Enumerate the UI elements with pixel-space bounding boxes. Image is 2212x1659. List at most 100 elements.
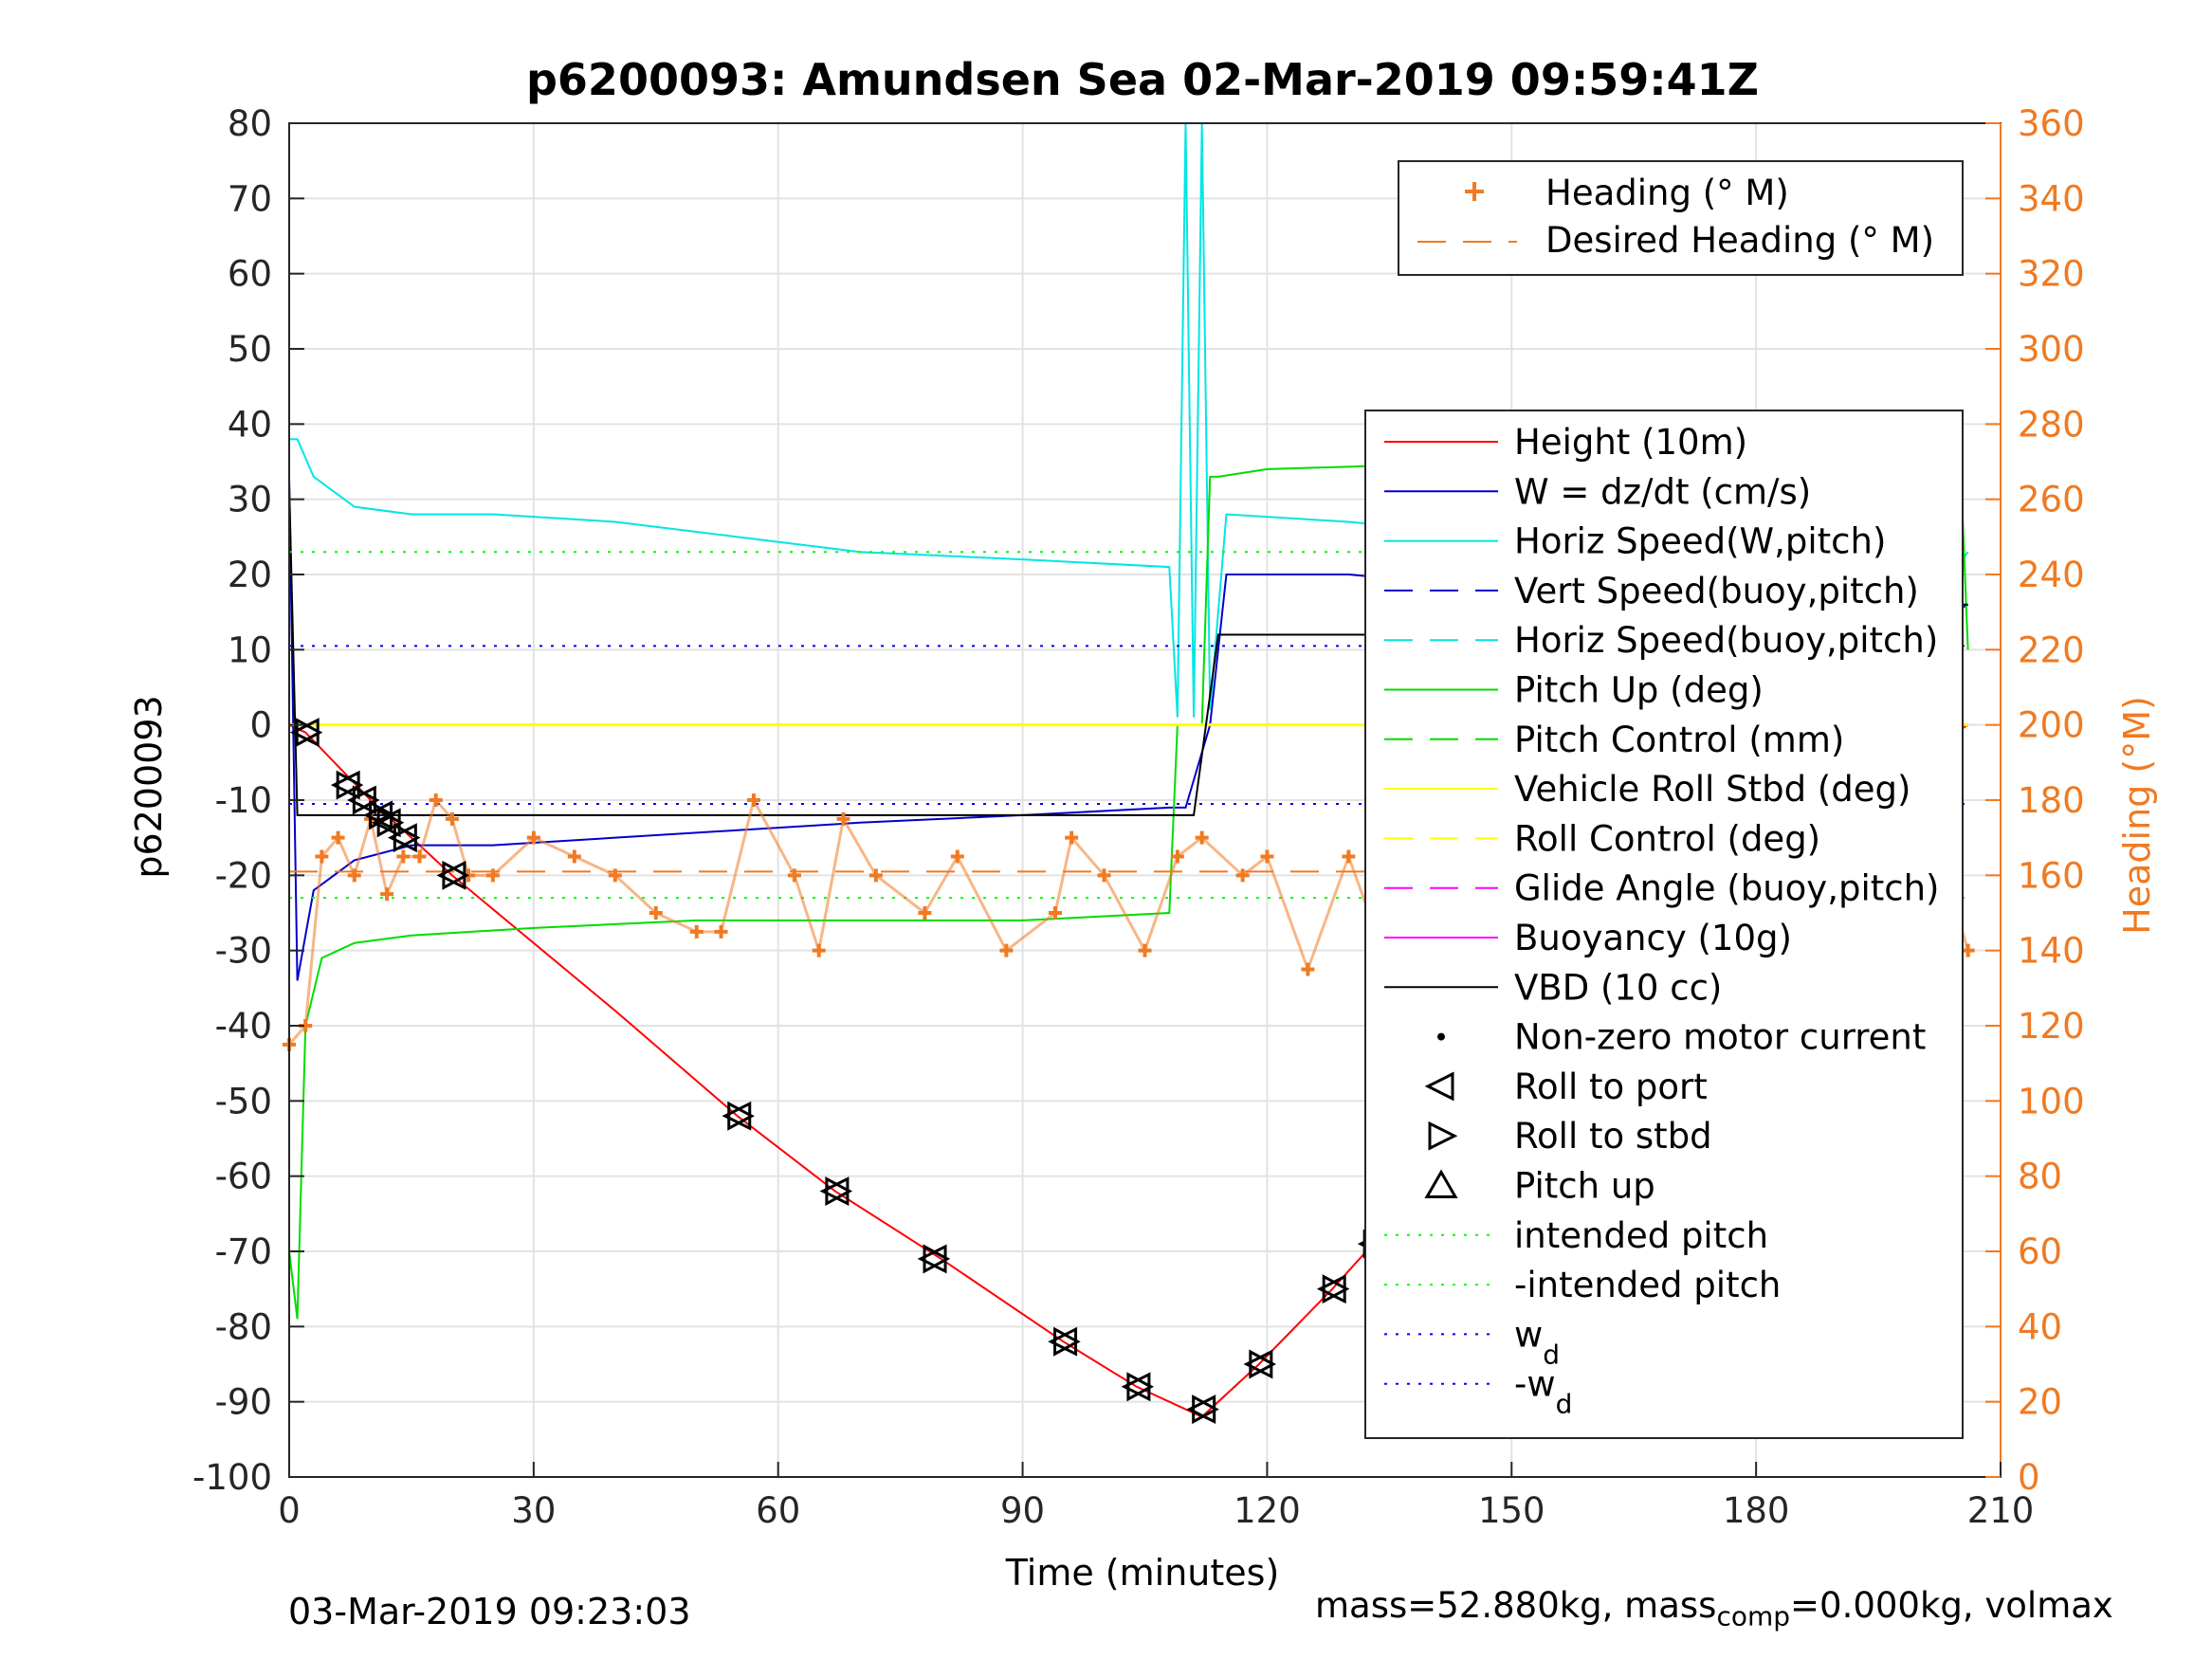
y-tick-label: -80 [215, 1306, 272, 1347]
y-tick-label: 40 [228, 404, 272, 445]
roll-to-stbd-marker [442, 860, 470, 890]
y2-axis-label: Heading (°M) [2116, 696, 2158, 935]
y-tick-label: 30 [228, 480, 272, 520]
chart-title: p6200093: Amundsen Sea 02-Mar-2019 09:59… [526, 54, 1759, 105]
legend-main-label: Roll to port [1514, 1066, 1708, 1107]
y-tick-label: 70 [228, 178, 272, 219]
legend-wd-subscript: d [1556, 1389, 1573, 1420]
x-tick-label: 150 [1478, 1490, 1545, 1531]
legend-heading-label: Heading (° M) [1545, 173, 1789, 213]
roll-to-stbd-marker [1322, 1274, 1350, 1304]
x-tick-label: 180 [1723, 1490, 1790, 1531]
y-tick-label: 80 [228, 103, 272, 144]
legend-main-label: W = dz/dt (cm/s) [1514, 471, 1811, 512]
y-tick-label: 10 [228, 629, 272, 670]
footer-mass-part1: mass=52.880kg, mass [1315, 1585, 1717, 1626]
y-tick-label: 60 [228, 254, 272, 295]
x-tick-label: 60 [756, 1490, 800, 1531]
y2-tick-label: 280 [2018, 404, 2085, 445]
legend-roll-stbd-symbol [1428, 1121, 1458, 1151]
y-tick-label: -40 [215, 1006, 272, 1047]
x-tick-label: 210 [1967, 1490, 2035, 1531]
legend-main-label: Horiz Speed(W,pitch) [1514, 521, 1886, 562]
legend-main-label: Height (10m) [1514, 422, 1747, 463]
footer-mass-part2: =0.000kg, volmax [1790, 1585, 2113, 1626]
legend-main-label: -intended pitch [1514, 1265, 1781, 1305]
y2-tick-label: 40 [2018, 1306, 2062, 1347]
roll-to-stbd-marker [369, 800, 396, 830]
y-tick-label: -20 [215, 855, 272, 896]
footer-mass-sub: comp [1716, 1600, 1791, 1632]
legend-pitch-up-symbol [1424, 1169, 1458, 1198]
legend-heading-box [1398, 160, 1964, 276]
legend-main-label: Buoyancy (10g) [1514, 918, 1792, 958]
legend-main-label: intended pitch [1514, 1215, 1768, 1256]
y2-tick-label: 340 [2018, 178, 2085, 219]
y2-tick-label: 260 [2018, 480, 2085, 520]
legend-main-label: Non-zero motor current [1514, 1017, 1926, 1058]
legend-roll-port-symbol [1424, 1071, 1454, 1102]
y2-tick-label: 0 [2018, 1457, 2040, 1498]
x-tick-label: 90 [1000, 1490, 1045, 1531]
x-tick-label: 30 [511, 1490, 556, 1531]
y2-tick-label: 320 [2018, 254, 2085, 295]
y2-tick-label: 160 [2018, 855, 2085, 896]
y-axis-label: p6200093 [128, 695, 170, 878]
y-tick-label: -70 [215, 1231, 272, 1272]
y-tick-label: -30 [215, 931, 272, 972]
legend-main-label: VBD (10 cc) [1514, 967, 1722, 1008]
x-axis-label: Time (minutes) [1005, 1552, 1280, 1594]
legend-main-label: Vehicle Roll Stbd (deg) [1514, 769, 1910, 810]
legend-heading-label: Desired Heading (° M) [1545, 220, 1934, 261]
y-tick-label: -60 [215, 1157, 272, 1197]
legend-main-label: Glide Angle (buoy,pitch) [1514, 868, 1939, 909]
legend-heading-plus [1465, 182, 1484, 201]
y2-tick-label: 80 [2018, 1157, 2062, 1197]
roll-to-stbd-marker [376, 808, 405, 838]
roll-to-stbd-marker [923, 1244, 951, 1274]
axes-layer: 0 30 60 90 120 150 180 21080706050403020100-10-… [192, 103, 2085, 1531]
roll-to-stbd-marker [1192, 1395, 1219, 1425]
y-tick-label: 0 [249, 705, 272, 746]
roll-to-stbd-marker [336, 770, 364, 800]
roll-to-stbd-marker [1249, 1349, 1276, 1379]
roll-to-stbd-marker [1053, 1326, 1081, 1357]
roll-to-stbd-marker [295, 718, 323, 748]
y2-tick-label: 220 [2018, 629, 2085, 670]
legend-main-box [1364, 410, 1964, 1439]
y2-tick-label: 240 [2018, 555, 2085, 595]
y-tick-label: 20 [228, 555, 272, 595]
footer-mass: mass=52.880kg, masscomp=0.000kg, volmax [1315, 1585, 2113, 1632]
y-tick-label: -90 [215, 1382, 272, 1423]
legend-main-label: Pitch Up (deg) [1514, 670, 1764, 711]
legend-main-label: Pitch Control (mm) [1514, 720, 1844, 760]
roll-to-stbd-marker [825, 1176, 853, 1207]
legend-main: Height (10m) W = dz/dt (cm/s) Horiz Speed(… [1364, 410, 1964, 1439]
y-tick-label: -100 [192, 1457, 272, 1498]
y2-tick-label: 100 [2018, 1081, 2085, 1121]
roll-to-stbd-marker [352, 785, 380, 815]
x-tick-label: 120 [1234, 1490, 1301, 1531]
legend-heading: Heading (° M) Desired Heading (° M) [1398, 160, 1964, 276]
roll-to-stbd-marker [727, 1101, 755, 1131]
y2-tick-label: 60 [2018, 1231, 2062, 1272]
roll-to-stbd-marker [1126, 1372, 1155, 1402]
y-tick-label: -50 [215, 1081, 272, 1121]
y-tick-label: 50 [228, 329, 272, 370]
footer-timestamp: 03-Mar-2019 09:23:03 [288, 1591, 691, 1632]
y2-tick-label: 140 [2018, 931, 2085, 972]
x-tick-label: 0 [278, 1490, 301, 1531]
legend-main-label: Pitch up [1514, 1166, 1655, 1207]
roll-to-stbd-marker [393, 823, 421, 853]
y2-tick-label: 300 [2018, 329, 2085, 370]
y2-tick-label: 180 [2018, 780, 2085, 821]
legend-main-label: Roll to stbd [1514, 1116, 1712, 1157]
legend-main-label: Roll Control (deg) [1514, 818, 1820, 859]
y2-tick-label: 120 [2018, 1006, 2085, 1047]
y2-tick-label: 200 [2018, 705, 2085, 746]
legend-main-label: Horiz Speed(buoy,pitch) [1514, 620, 1938, 661]
legend-dot-symbol [1437, 1032, 1445, 1041]
y2-tick-label: 360 [2018, 103, 2085, 144]
legend-wd-subscript: d [1543, 1339, 1560, 1370]
